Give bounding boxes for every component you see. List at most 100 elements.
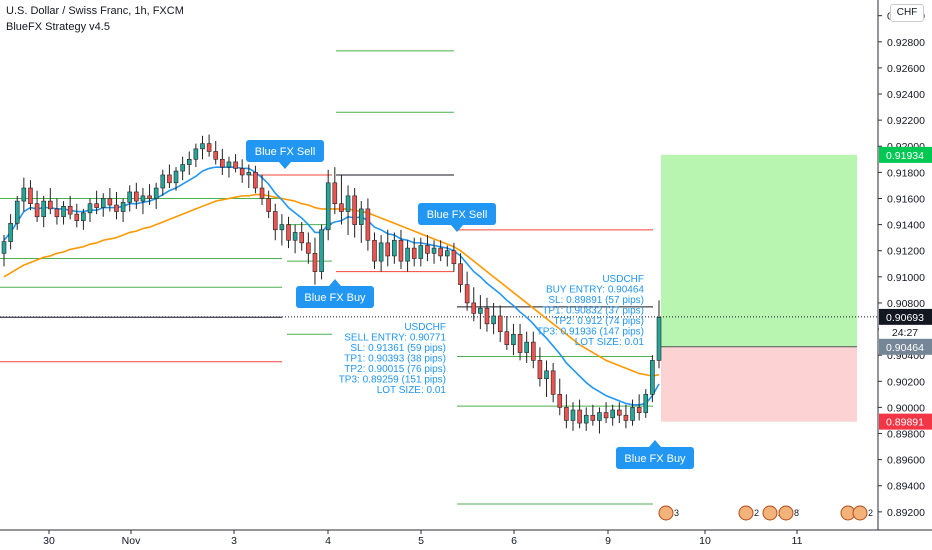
x-tick-label: 11 [792,535,803,547]
candle-body [378,242,384,262]
x-tick-label: 3 [231,535,237,547]
signal-label: Blue FX Sell [255,146,316,158]
candle-body [656,317,662,361]
y-tick-label: 0.92200 [887,115,925,127]
signal-pointer [451,225,463,232]
candle-body [636,407,642,413]
candle-body [272,211,278,231]
candle-body [365,208,371,241]
currency-badge[interactable]: CHF [890,4,924,22]
event-flag-icon [778,505,794,521]
candle-body [524,341,529,353]
candle-body [491,315,496,325]
entry-price-label-bg [879,338,932,355]
candle-body [643,394,649,413]
x-tick-label: Nov [122,535,141,547]
y-tick-label: 0.92600 [887,63,925,75]
candle-body [266,198,271,212]
candle-body [577,409,582,424]
sell-info-text: TP1: 0.90393 (38 pips) [344,354,446,365]
event-flag-icon [762,505,778,521]
candle-body [405,247,410,262]
candle-body [358,208,364,225]
candle-body [48,200,53,210]
candle-body [511,333,516,346]
y-tick-label: 0.89600 [887,455,925,467]
candle-body [153,187,159,199]
y-tick-label: 0.90800 [887,298,925,310]
tp-zone [661,154,857,347]
candle-body [226,161,232,168]
x-tick-label: 6 [511,535,517,547]
event-flag-icon [658,505,674,521]
candle-body [193,148,199,160]
candle-body [120,202,126,212]
candle-body [253,172,258,189]
candle-body [471,302,477,314]
candle-body [484,307,490,325]
candle-body [87,203,93,214]
candle-body [398,239,404,262]
signal-label: Blue FX Buy [624,453,686,465]
candle-body [444,250,450,257]
y-tick-label: 0.91000 [887,272,925,284]
entry-price-label: 0.90464 [886,342,924,354]
candle-body [127,191,132,203]
candle-body [478,307,483,314]
event-count: 2 [868,508,873,518]
sell-info-text: SL: 0.91361 (59 pips) [350,343,446,354]
candle-body [114,204,119,212]
candle-body [550,370,556,395]
candle-body [61,206,66,218]
candle-body [94,203,99,208]
candle-body [411,247,417,259]
tp3-price-label: 0.91934 [886,150,924,162]
indicator-title[interactable]: BlueFX Strategy v4.5 [6,21,110,33]
y-tick-label: 0.89800 [887,429,925,441]
candle-body [325,182,331,231]
y-tick-label: 0.91600 [887,193,925,205]
candle-body [81,212,86,221]
y-tick-label: 0.91400 [887,220,925,232]
candle-body [213,151,219,160]
signal-pointer [279,162,291,169]
candle-body [451,250,457,265]
candle-body [259,187,265,199]
event-flag-icon [852,505,868,521]
countdown-label: 24:27 [892,327,918,339]
candle-body [8,222,13,242]
sell-info-text: SELL ENTRY: 0.90771 [344,333,446,344]
signal-badge [418,203,496,225]
candle-body [372,239,377,262]
y-tick-label: 0.91200 [887,246,925,258]
candle-body [617,409,622,416]
ema-slow-line [3,193,660,377]
candle-body [74,213,80,221]
y-tick-label: 0.90200 [887,376,925,388]
last-price-label: 0.90693 [886,312,924,324]
y-tick-label: 0.91800 [887,167,925,179]
candle-body [200,143,205,150]
candle-body [220,159,225,168]
candle-body [100,198,106,208]
candle-body [299,232,305,244]
candle-body [319,229,324,272]
x-tick-label: 9 [605,535,611,547]
candle-body [557,394,563,408]
event-count: 8 [794,508,799,518]
buy-info-text: SL: 0.89891 (57 pips) [548,295,644,306]
sell-info-text: TP3: 0.89259 (151 pips) [339,375,446,386]
candle-body [504,331,510,346]
candle-body [186,159,192,165]
sell-info-text: LOT SIZE: 0.01 [377,385,447,396]
candle-body [345,195,351,212]
event-count: 2 [754,508,759,518]
symbol-title[interactable]: U.S. Dollar / Swiss Franc, 1h, FXCM [6,5,184,17]
buy-info-text: LOT SIZE: 0.01 [575,337,645,348]
candle-body [160,174,166,189]
candle-body [54,208,60,218]
candle-body [147,195,152,199]
candle-body [67,206,73,215]
candle-body [286,224,291,241]
